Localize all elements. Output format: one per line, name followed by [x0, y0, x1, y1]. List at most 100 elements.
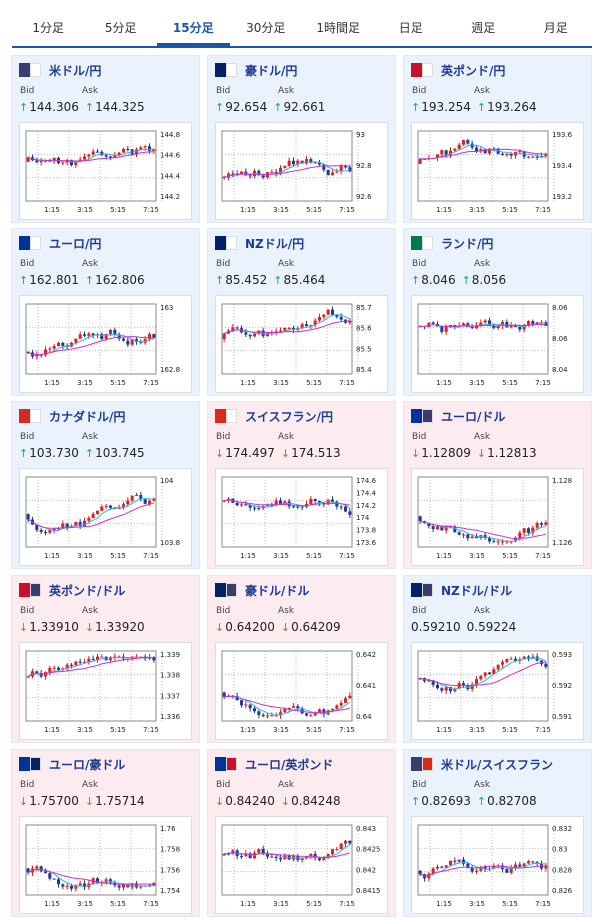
pair-name[interactable]: NZドル/ドル [441, 583, 513, 598]
x-tick-label: 1:15 [44, 552, 60, 560]
candle-body [526, 861, 531, 864]
pair-name[interactable]: 英ポンド/円 [441, 63, 506, 78]
candle-body [440, 866, 444, 868]
card-header[interactable]: 英ポンド/円 [404, 56, 591, 84]
card-header[interactable]: 豪ドル/ドル [208, 576, 395, 604]
card-header[interactable]: NZドル/ドル [404, 576, 591, 604]
card-header[interactable]: 豪ドル/円 [208, 56, 395, 84]
mini-chart[interactable]: 8.06 8.06 8.04 1:15 3:15 5:15 7:15 [411, 295, 584, 393]
flag-icon [19, 236, 41, 250]
candle-body [322, 164, 326, 170]
pair-name[interactable]: ユーロ/円 [49, 236, 102, 251]
y-tick-label: 92.6 [356, 193, 372, 201]
candle-body [87, 333, 91, 336]
mini-chart[interactable]: 93 92.8 92.6 1:15 3:15 5:15 7:15 [215, 122, 388, 220]
card-header[interactable]: スイスフラン/円 [208, 402, 395, 430]
candle-body [348, 695, 352, 699]
mini-chart[interactable]: 0.593 0.592 0.591 1:15 3:15 5:15 7:15 [411, 642, 584, 740]
pair-name[interactable]: 米ドル/円 [49, 63, 102, 78]
candle-body [95, 656, 100, 660]
x-tick-label: 7:15 [535, 900, 551, 908]
tab-3[interactable]: 30分足 [246, 21, 286, 35]
tab-6[interactable]: 週足 [471, 21, 496, 35]
rate-card[interactable]: 米ドル/スイスフラン Bid Ask ↑0.82693 ↑0.82708 0.832 0.8… [403, 749, 592, 917]
pair-name[interactable]: 英ポンド/ドル [49, 583, 126, 598]
candle-body [91, 151, 95, 155]
card-header[interactable]: カナダドル/円 [12, 402, 199, 430]
pair-name[interactable]: 米ドル/スイスフラン [441, 757, 554, 772]
pair-name[interactable]: カナダドル/円 [49, 409, 126, 424]
mini-chart[interactable]: 193.6 193.4 193.2 1:15 3:15 5:15 7:15 [411, 122, 584, 220]
card-header[interactable]: ユーロ/ドル [404, 402, 591, 430]
x-tick-label: 7:15 [535, 379, 551, 387]
down-arrow-icon: ↓ [280, 795, 291, 808]
card-header[interactable]: 米ドル/円 [12, 56, 199, 84]
rate-card[interactable]: ランド/円 Bid Ask ↑8.046 ↑8.056 8.06 8.06 8.04 1:15 3… [403, 228, 592, 396]
card-header[interactable]: NZドル/円 [208, 229, 395, 257]
tab-2[interactable]: 15分足 [157, 10, 230, 46]
candle-body [470, 867, 474, 872]
rate-card[interactable]: NZドル/ドル Bid Ask 0.59210 0.59224 0.593 0.592 0.5… [403, 575, 592, 743]
mini-chart[interactable]: 85.7 85.6 85.5 85.4 1:15 3:15 5:15 7:15 [215, 295, 388, 393]
card-header[interactable]: ユーロ/円 [12, 229, 199, 257]
candlestick-chart: 85.7 85.6 85.5 85.4 1:15 3:15 5:15 7:15 [221, 303, 372, 387]
pair-name[interactable]: ランド/円 [441, 236, 494, 251]
mini-chart[interactable]: 174.6 174.4 174.2 174 173.8 173.6 1:15 3:15 5:15… [215, 468, 388, 566]
mini-chart[interactable]: 0.832 0.83 0.828 0.826 1:15 3:15 5:15 7:15 [411, 816, 584, 914]
candle-body [300, 708, 304, 714]
candle-body [518, 864, 522, 867]
pair-name[interactable]: NZドル/円 [245, 236, 305, 251]
candle-body [431, 322, 435, 324]
rate-card[interactable]: 英ポンド/円 Bid Ask ↑193.254 ↑193.264 193.6 193.4 19… [403, 55, 592, 223]
mini-chart[interactable]: 144.8 144.6 144.4 144.2 1:15 3:15 5:15 7:15 [19, 122, 192, 220]
moving-average-line [224, 844, 351, 859]
card-header[interactable]: 米ドル/スイスフラン [404, 750, 591, 778]
tab-1[interactable]: 5分足 [104, 21, 137, 35]
mini-chart[interactable]: 163 162.8 1:15 3:15 5:15 7:15 [19, 295, 192, 393]
rate-card[interactable]: スイスフラン/円 Bid Ask ↓174.497 ↓174.513 174.6 174.4… [207, 401, 396, 569]
candle-body [26, 868, 30, 873]
rate-card[interactable]: ユーロ/英ポンド Bid Ask ↓0.84240 ↓0.84248 0.843 0.842… [207, 749, 396, 917]
x-tick-label: 7:15 [143, 379, 159, 387]
tab-4[interactable]: 1時間足 [316, 21, 361, 35]
y-tick-label: 0.842 [356, 866, 376, 874]
rate-card[interactable]: 米ドル/円 Bid Ask ↑144.306 ↑144.325 144.8 144.6 144… [11, 55, 200, 223]
tab-0[interactable]: 1分足 [32, 21, 65, 35]
mini-chart[interactable]: 0.843 0.8425 0.842 0.8415 1:15 3:15 5:15 7:15 [215, 816, 388, 914]
card-header[interactable]: ユーロ/豪ドル [12, 750, 199, 778]
pair-name[interactable]: 豪ドル/円 [245, 63, 298, 78]
rate-card[interactable]: 英ポンド/ドル Bid Ask ↓1.33910 ↓1.33920 1.339 1.338 1… [11, 575, 200, 743]
up-arrow-icon: ↑ [215, 274, 225, 287]
rate-card[interactable]: ユーロ/豪ドル Bid Ask ↓1.75700 ↓1.75714 1.76 1.758 1.… [11, 749, 200, 917]
ask-value: ↓0.84248 [280, 794, 341, 808]
mini-chart[interactable]: 0.642 0.641 0.64 1:15 3:15 5:15 7:15 [215, 642, 388, 740]
moving-average-line [420, 148, 546, 160]
rate-card[interactable]: ユーロ/ドル Bid Ask ↓1.12809 ↓1.12813 1.128 1.126 1:… [403, 401, 592, 569]
pair-name[interactable]: 豪ドル/ドル [245, 583, 310, 598]
rate-card[interactable]: カナダドル/円 Bid Ask ↑103.730 ↑103.745 104 103.8 1:1… [11, 401, 200, 569]
tab-7[interactable]: 月足 [543, 21, 568, 35]
rate-card[interactable]: ユーロ/円 Bid Ask ↑162.801 ↑162.806 163 162.8 1:15 3… [11, 228, 200, 396]
card-header[interactable]: ユーロ/英ポンド [208, 750, 395, 778]
rate-card[interactable]: NZドル/円 Bid Ask ↑85.452 ↑85.464 85.7 85.6 85.5 85… [207, 228, 396, 396]
rate-card[interactable]: 豪ドル/ドル Bid Ask ↓0.64200 ↓0.64209 0.642 0.641 0.… [207, 575, 396, 743]
pair-name[interactable]: ユーロ/ドル [441, 409, 506, 424]
card-header[interactable]: ランド/円 [404, 229, 591, 257]
card-header[interactable]: 英ポンド/ドル [12, 576, 199, 604]
candle-body [427, 680, 431, 682]
pair-name[interactable]: ユーロ/英ポンド [245, 757, 334, 772]
mini-chart[interactable]: 1.339 1.338 1.337 1.336 1:15 3:15 5:15 7:15 [19, 642, 192, 740]
x-tick-label: 5:15 [502, 726, 518, 734]
candle-body [231, 850, 235, 854]
tab-5[interactable]: 日足 [398, 21, 423, 35]
candle-body [261, 330, 265, 337]
mini-chart[interactable]: 1.128 1.126 1:15 3:15 5:15 7:15 [411, 468, 584, 566]
candlestick-chart: 0.843 0.8425 0.842 0.8415 1:15 3:15 5:15 7:15 [221, 824, 381, 908]
pair-name[interactable]: スイスフラン/円 [245, 409, 334, 424]
mini-chart[interactable]: 104 103.8 1:15 3:15 5:15 7:15 [19, 468, 192, 566]
mini-chart[interactable]: 1.76 1.758 1.756 1.754 1:15 3:15 5:15 7:15 [19, 816, 192, 914]
pair-name[interactable]: ユーロ/豪ドル [49, 757, 126, 772]
candle-body [309, 159, 313, 163]
x-tick-label: 7:15 [143, 900, 159, 908]
rate-card[interactable]: 豪ドル/円 Bid Ask ↑92.654 ↑92.661 93 92.8 92.6 1:15 3… [207, 55, 396, 223]
